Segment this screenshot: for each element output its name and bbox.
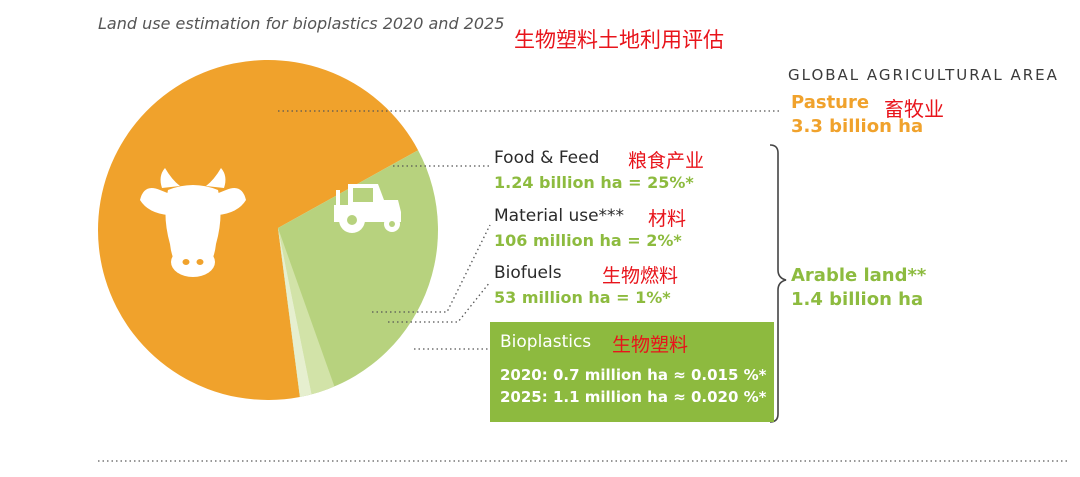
cow-head-icon [140,168,246,277]
material-use-label-cn: 材料 [648,208,687,230]
pie-slice-pasture [98,59,419,400]
pie-slice-material-use [278,228,335,395]
pie-slice-biofuels [278,228,312,397]
pasture-value: 3.3 billion ha [791,116,924,137]
leader-line-material [372,224,491,313]
biofuels-value: 53 million ha = 1%* [494,288,671,307]
food-feed-label-cn: 粮食产业 [628,150,705,172]
arable-land-value: 1.4 billion ha [791,289,924,310]
material-use-value: 106 million ha = 2%* [494,231,682,250]
leader-line-biofuels [388,281,491,323]
bioplastics-2025: 2025: 1.1 million ha ≈ 0.020 %* [500,388,767,406]
tractor-icon [334,184,401,233]
bioplastics-label-cn: 生物塑料 [612,334,689,356]
chart-title: Land use estimation for bioplastics 2020… [98,14,505,33]
pasture-label-cn: 畜牧业 [884,97,944,121]
food-feed-value: 1.24 billion ha = 25%* [494,173,694,192]
biofuels-label-cn: 生物燃料 [602,265,679,287]
bioplastics-label: Bioplastics [500,332,592,352]
material-use-label: Material use*** [494,206,625,226]
chart-title-cn: 生物塑料土地利用评估 [514,28,724,52]
leader-lines [278,110,782,350]
bioplastics-box: Bioplastics 生物塑料 2020: 0.7 million ha ≈ … [490,322,774,422]
pasture-label: Pasture [791,92,870,113]
bioplastics-2020: 2020: 0.7 million ha ≈ 0.015 %* [500,366,767,384]
food-feed-label: Food & Feed [494,148,600,168]
arable-bracket [769,144,787,423]
biofuels-label: Biofuels [494,263,562,283]
arable-land-label: Arable land** [791,265,927,286]
global-area-label: GLOBAL AGRICULTURAL AREA [788,66,1059,84]
